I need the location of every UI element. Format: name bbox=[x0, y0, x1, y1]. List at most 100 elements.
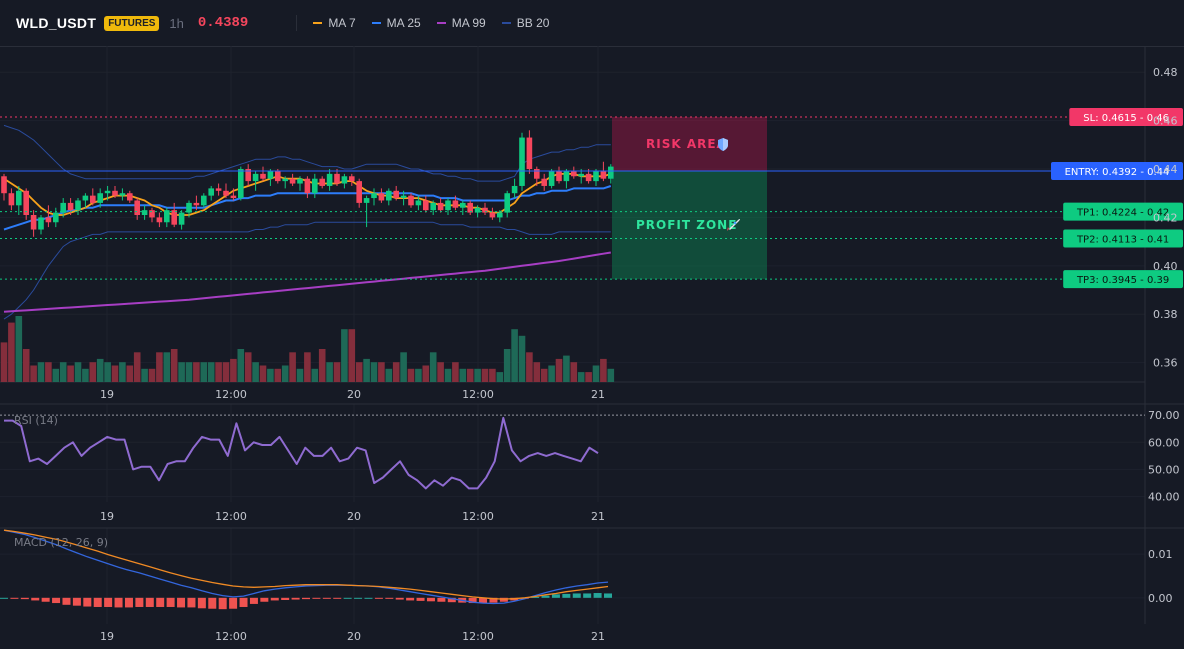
price-tick-label: 0.36 bbox=[1153, 357, 1178, 370]
macd-histogram-bar bbox=[541, 595, 550, 598]
candle-body bbox=[304, 178, 311, 194]
volume-bar bbox=[511, 329, 518, 382]
level-tag-tp2 bbox=[1063, 229, 1183, 248]
candle-body bbox=[178, 212, 185, 225]
risk-area-label: RISK AREA bbox=[646, 137, 727, 151]
candle-body bbox=[289, 178, 296, 184]
macd-histogram-bar bbox=[447, 597, 456, 603]
candle-body bbox=[119, 193, 126, 196]
volume-bar bbox=[363, 358, 370, 382]
level-tag-sl bbox=[1069, 107, 1183, 126]
volume-bar bbox=[252, 362, 259, 382]
time-tick-label: 21 bbox=[591, 388, 605, 401]
futures-badge: FUTURES bbox=[104, 15, 160, 31]
profit-zone bbox=[612, 170, 767, 280]
volume-bar bbox=[304, 352, 311, 382]
time-tick-label: 12:00 bbox=[462, 388, 494, 401]
candle-body bbox=[556, 171, 562, 182]
candlesticks bbox=[1, 130, 614, 237]
volume-bar bbox=[533, 362, 541, 382]
macd-histogram-bar bbox=[93, 597, 102, 607]
volume-bar bbox=[481, 368, 489, 382]
volume-bar bbox=[193, 362, 200, 382]
volume-bar bbox=[52, 368, 60, 382]
candle-body bbox=[319, 178, 325, 186]
volume-bar bbox=[429, 352, 437, 382]
symbol-title[interactable]: WLD_USDT bbox=[16, 15, 97, 31]
legend-bb20[interactable]: BB 20 bbox=[501, 16, 549, 30]
macd-histogram-bar bbox=[468, 597, 477, 604]
volume-bar bbox=[459, 368, 467, 382]
macd-histogram-bar bbox=[604, 593, 612, 598]
price-tick-label: 0.42 bbox=[1153, 211, 1178, 224]
candle-body bbox=[430, 202, 436, 211]
candle-body bbox=[275, 171, 281, 182]
volume-bar bbox=[148, 368, 156, 382]
macd-histogram-bar bbox=[479, 597, 488, 604]
time-tick-label: 12:00 bbox=[215, 510, 247, 523]
time-tick-label: 21 bbox=[591, 510, 605, 523]
time-tick-label: 19 bbox=[100, 630, 114, 643]
time-tick-label: 21 bbox=[591, 630, 605, 643]
price-tick-label: 0.44 bbox=[1153, 163, 1178, 176]
macd-histogram-bar bbox=[291, 597, 300, 600]
candle-body bbox=[511, 185, 518, 194]
last-price: 0.4389 bbox=[197, 15, 249, 31]
legend-ma99[interactable]: MA 99 bbox=[436, 16, 486, 30]
time-tick-label: 19 bbox=[100, 510, 114, 523]
macd-histogram-bar bbox=[62, 597, 71, 605]
timeframe-label[interactable]: 1h bbox=[169, 15, 184, 31]
candle-body bbox=[600, 171, 607, 179]
candle-body bbox=[423, 200, 429, 211]
level-tag-entry bbox=[1051, 161, 1183, 180]
candle-body bbox=[238, 169, 244, 199]
candle-body bbox=[23, 190, 29, 215]
legend-label-ma7: MA 7 bbox=[328, 16, 356, 30]
candle-body bbox=[282, 178, 288, 182]
volume-bar bbox=[82, 368, 89, 382]
macd-title: MACD (12, 26, 9) bbox=[14, 536, 108, 549]
volume-bar bbox=[207, 362, 215, 382]
volume-bar bbox=[281, 365, 289, 382]
candle-body bbox=[252, 173, 259, 182]
macd-histogram-bar bbox=[145, 597, 154, 607]
macd-line bbox=[3, 529, 609, 605]
candle-body bbox=[267, 171, 274, 179]
candle-body bbox=[67, 202, 74, 211]
volume-bar bbox=[274, 368, 282, 382]
volume-bar bbox=[392, 362, 400, 382]
volume-bar bbox=[96, 358, 104, 382]
volume-bar bbox=[370, 362, 378, 382]
candle-body bbox=[186, 202, 192, 213]
volume-bar bbox=[415, 368, 422, 382]
candle-body bbox=[497, 212, 503, 218]
volume-bar bbox=[22, 349, 30, 382]
trade-levels: SL: 0.4615 - 0.46 ENTRY: 0.4392 - 0.44 TP1… bbox=[0, 107, 1183, 289]
volume-bar bbox=[289, 352, 296, 382]
volume-bar bbox=[555, 358, 563, 382]
macd-histogram-bar bbox=[551, 594, 560, 598]
macd-histogram-bar bbox=[156, 597, 165, 607]
macd-histogram-bar bbox=[312, 597, 321, 599]
candle-body bbox=[75, 200, 81, 211]
time-tick-label: 12:00 bbox=[462, 510, 494, 523]
volume-bar bbox=[259, 365, 267, 382]
volume-bar bbox=[0, 342, 8, 382]
legend-ma25[interactable]: MA 25 bbox=[371, 16, 421, 30]
level-label-tp1: TP1: 0.4224 - 0.42 bbox=[1076, 208, 1169, 219]
macd-histogram-bar bbox=[531, 596, 540, 598]
volume-bar bbox=[355, 362, 363, 382]
candle-body bbox=[578, 173, 584, 177]
level-label-tp2: TP2: 0.4113 - 0.41 bbox=[1076, 234, 1169, 245]
volume-bar bbox=[200, 362, 208, 382]
macd-histogram-bar bbox=[270, 597, 279, 601]
candle-body bbox=[474, 207, 481, 213]
volume-bar bbox=[222, 362, 230, 382]
volume-bar bbox=[348, 329, 356, 382]
candle-body bbox=[171, 210, 177, 225]
volume-bar bbox=[37, 362, 45, 382]
volume-bar bbox=[30, 365, 37, 382]
legend-ma7[interactable]: MA 7 bbox=[313, 16, 356, 30]
macd-histogram-bar bbox=[208, 597, 217, 609]
